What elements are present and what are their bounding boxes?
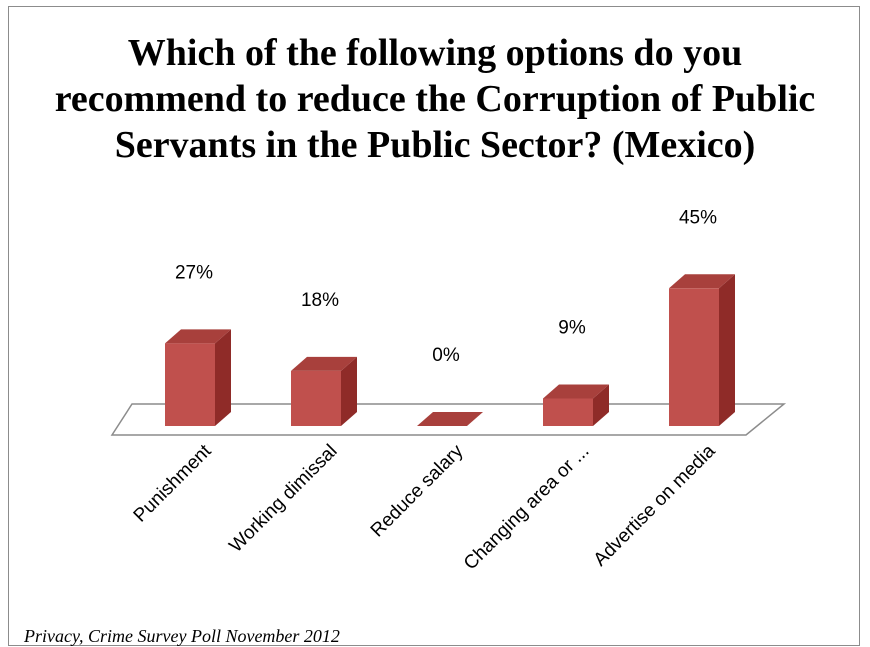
bar-top: [291, 356, 357, 371]
chart-title-line-1: Which of the following options do you: [127, 32, 743, 74]
bar-side: [593, 384, 609, 426]
value-label: 9%: [558, 317, 586, 338]
bar-top: [165, 329, 231, 344]
bar-side: [215, 329, 231, 426]
value-label: 18%: [301, 290, 339, 311]
bar: [543, 384, 609, 426]
bar-top: [543, 384, 609, 399]
value-label: 45%: [679, 207, 717, 228]
bar-top: [417, 412, 483, 426]
category-label: Advertise on media: [590, 440, 720, 570]
chart-title-line-2: recommend to reduce the Corruption of Pu…: [54, 78, 816, 120]
value-label: 0%: [432, 345, 460, 366]
bar: [291, 356, 357, 426]
bar-side: [719, 274, 735, 426]
category-label: Working dimissal: [225, 441, 341, 557]
bar: [669, 274, 735, 426]
chart-title-line-3: Servants in the Public Sector? (Mexico): [114, 124, 756, 166]
source-note: Privacy, Crime Survey Poll November 2012: [24, 626, 340, 646]
bar-front: [669, 288, 719, 426]
bar-front: [165, 343, 215, 426]
category-label: Changing area or ...: [460, 441, 594, 575]
bar-top: [669, 274, 735, 289]
value-label: 27%: [175, 262, 213, 283]
bar-front: [291, 370, 341, 426]
bar: [417, 412, 483, 426]
chart-title: Which of the following options do you re…: [0, 30, 870, 168]
category-label: Punishment: [130, 440, 216, 526]
bar: [165, 329, 231, 426]
category-label: Reduce salary: [367, 440, 468, 541]
bar-side: [341, 356, 357, 426]
bar-front: [543, 398, 593, 426]
